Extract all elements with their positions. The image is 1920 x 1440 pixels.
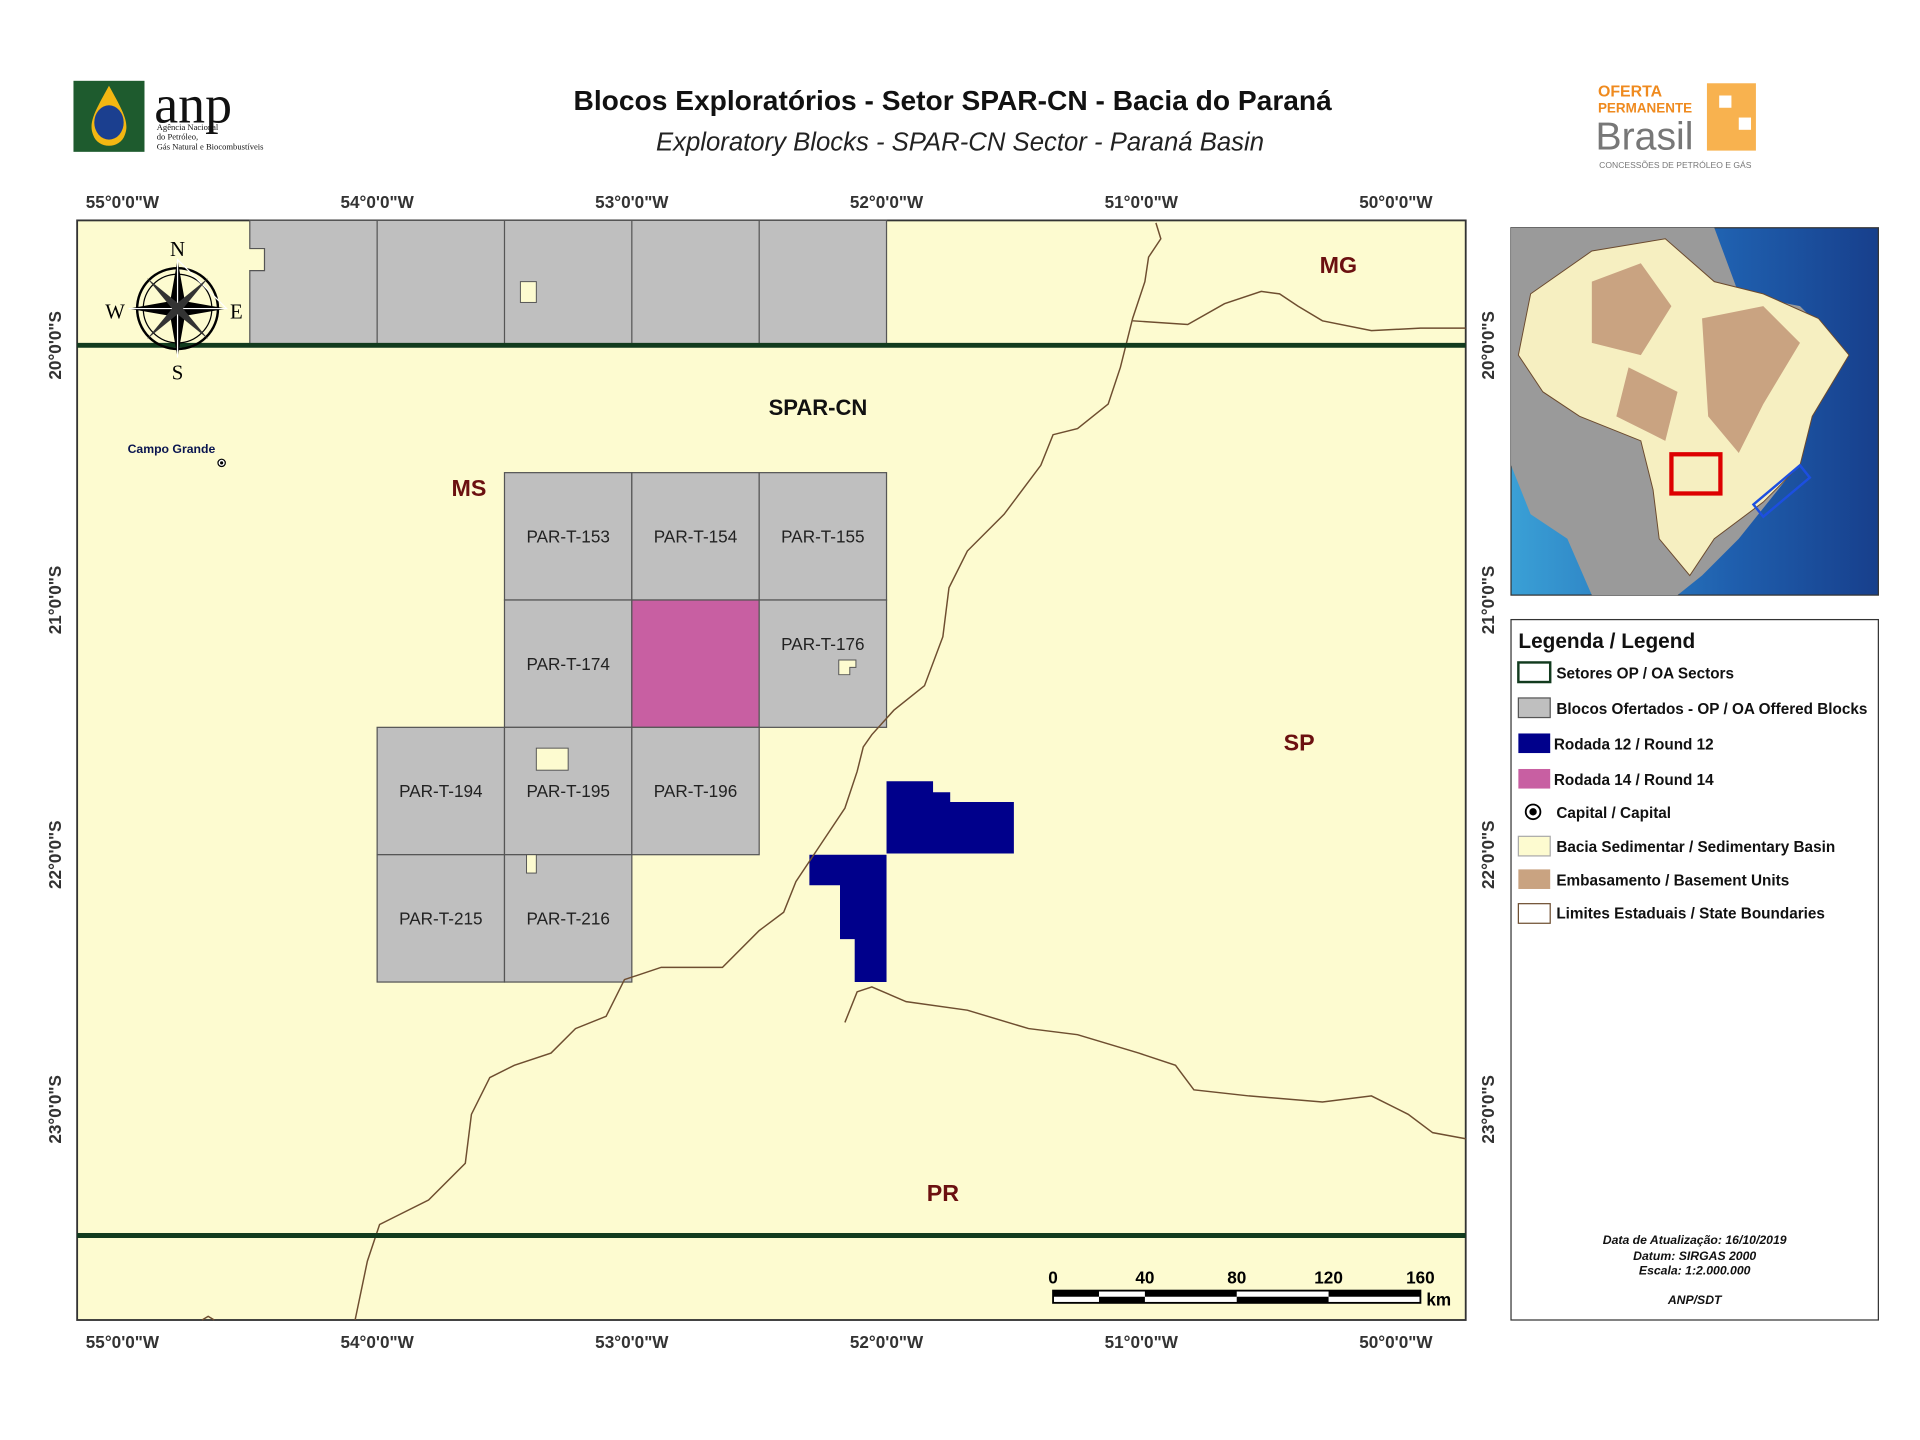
footer-text: ANP/SDT bbox=[1667, 1293, 1723, 1307]
latitude-label: 21°0'0"S bbox=[45, 566, 65, 635]
scale-tick-label: 120 bbox=[1314, 1267, 1343, 1287]
legend-item: Limites Estaduais / State Boundaries bbox=[1556, 905, 1825, 922]
capital-label: Campo Grande bbox=[128, 442, 216, 456]
block-label: PAR-T-195 bbox=[526, 781, 609, 801]
footer-text: Data de Atualização: 16/10/2019 bbox=[1603, 1233, 1787, 1247]
legend: Legenda / Legend Setores OP / OA Sectors… bbox=[1510, 618, 1879, 1321]
block-label: PAR-T-215 bbox=[399, 908, 482, 928]
legend-title: Legenda / Legend bbox=[1518, 630, 1695, 653]
longitude-label: 53°0'0"W bbox=[595, 192, 669, 212]
latitude-label: 20°0'0"S bbox=[45, 311, 65, 380]
legend-item: Rodada 12 / Round 12 bbox=[1554, 736, 1714, 753]
compass-label: W bbox=[105, 299, 125, 323]
oferta-text: OFERTA bbox=[1598, 84, 1663, 101]
footer-text: Escala: 1:2.000.000 bbox=[1639, 1264, 1751, 1278]
legend-item: Capital / Capital bbox=[1556, 805, 1671, 822]
graticule-labels: 55°0'0"W 55°0'0"W 54°0'0"W 54°0'0"W 53°0'0"W… bbox=[45, 192, 1498, 1352]
state-label: MS bbox=[452, 475, 487, 501]
capital-marker bbox=[220, 461, 224, 465]
longitude-label: 54°0'0"W bbox=[340, 192, 414, 212]
map-frame bbox=[76, 219, 1467, 1321]
block-label: PAR-T-155 bbox=[781, 526, 864, 546]
scale-bar: km 0 40 80 120 160 bbox=[1048, 1267, 1451, 1309]
oferta-text: PERMANENTE bbox=[1598, 101, 1692, 116]
anp-text: do Petróleo, bbox=[157, 132, 198, 142]
block-label: PAR-T-196 bbox=[654, 781, 737, 801]
anp-logo: anp Agência Nacional do Petróleo, Gás Na… bbox=[73, 74, 264, 152]
latitude-label: 20°0'0"S bbox=[1478, 311, 1498, 380]
compass-label: N bbox=[170, 237, 185, 261]
anp-name: anp bbox=[154, 74, 232, 134]
longitude-label: 55°0'0"W bbox=[86, 1332, 160, 1352]
legend-item: Rodada 14 / Round 14 bbox=[1554, 772, 1714, 789]
scale-tick-label: 80 bbox=[1227, 1267, 1246, 1287]
longitude-label: 51°0'0"W bbox=[1105, 192, 1179, 212]
longitude-label: 50°0'0"W bbox=[1359, 1332, 1433, 1352]
longitude-label: 52°0'0"W bbox=[850, 1332, 924, 1352]
sector-label: SPAR-CN bbox=[769, 395, 868, 420]
legend-item: Setores OP / OA Sectors bbox=[1556, 665, 1734, 682]
block-label: PAR-T-154 bbox=[654, 526, 738, 546]
scale-unit: km bbox=[1426, 1289, 1451, 1309]
latitude-label: 22°0'0"S bbox=[1478, 820, 1498, 889]
state-label: SP bbox=[1284, 730, 1315, 756]
block-label: PAR-T-176 bbox=[781, 634, 864, 654]
block-label: PAR-T-194 bbox=[399, 781, 483, 801]
longitude-label: 52°0'0"W bbox=[850, 192, 924, 212]
north-arrow: N S E W bbox=[105, 237, 242, 385]
state-label: MG bbox=[1320, 252, 1357, 278]
scale-tick-label: 0 bbox=[1048, 1267, 1058, 1287]
longitude-label: 54°0'0"W bbox=[340, 1332, 414, 1352]
inset-map bbox=[1510, 227, 1879, 596]
longitude-label: 53°0'0"W bbox=[595, 1332, 669, 1352]
state-boundaries bbox=[201, 222, 1466, 1321]
round-12-blocks bbox=[809, 781, 1014, 983]
legend-item: Blocos Ofertados - OP / OA Offered Block… bbox=[1556, 701, 1867, 718]
longitude-label: 55°0'0"W bbox=[86, 192, 160, 212]
longitude-label: 51°0'0"W bbox=[1105, 1332, 1179, 1352]
compass-label: E bbox=[230, 299, 243, 323]
anp-text: Agência Nacional bbox=[157, 122, 219, 132]
scale-tick-label: 40 bbox=[1135, 1267, 1154, 1287]
block-label: PAR-T-174 bbox=[526, 654, 610, 674]
legend-item: Embasamento / Basement Units bbox=[1556, 872, 1789, 889]
latitude-label: 23°0'0"S bbox=[45, 1075, 65, 1144]
block-label: PAR-T-216 bbox=[526, 908, 609, 928]
oferta-tagline: CONCESSÕES DE PETRÓLEO E GÁS bbox=[1599, 160, 1752, 170]
legend-item: Bacia Sedimentar / Sedimentary Basin bbox=[1556, 839, 1835, 856]
state-label: PR bbox=[927, 1180, 960, 1206]
latitude-label: 22°0'0"S bbox=[45, 820, 65, 889]
oferta-text: Brasil bbox=[1596, 115, 1694, 158]
title: Blocos Exploratórios - Setor SPAR-CN - B… bbox=[574, 85, 1333, 116]
scale-tick-label: 160 bbox=[1406, 1267, 1435, 1287]
subtitle: Exploratory Blocks - SPAR-CN Sector - Pa… bbox=[656, 129, 1264, 157]
longitude-label: 50°0'0"W bbox=[1359, 192, 1433, 212]
block-label: PAR-T-153 bbox=[526, 526, 609, 546]
latitude-label: 23°0'0"S bbox=[1478, 1075, 1498, 1144]
latitude-label: 21°0'0"S bbox=[1478, 566, 1498, 635]
footer-text: Datum: SIRGAS 2000 bbox=[1633, 1249, 1756, 1263]
oferta-logo: OFERTA PERMANENTE Brasil CONCESSÕES DE P… bbox=[1596, 83, 1756, 170]
anp-text: Gás Natural e Biocombustíveis bbox=[157, 141, 264, 151]
offered-blocks bbox=[249, 219, 888, 983]
compass-label: S bbox=[172, 361, 184, 385]
